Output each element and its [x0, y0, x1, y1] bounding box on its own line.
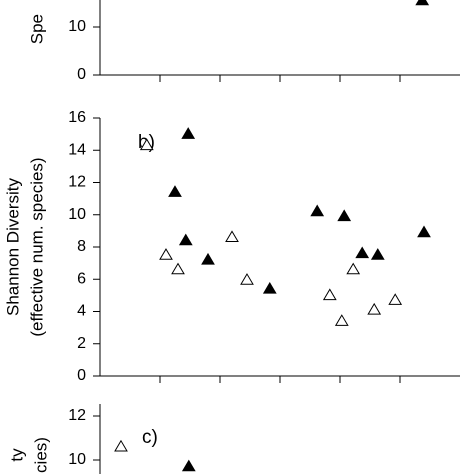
triangle-marker [355, 246, 370, 259]
triangle-marker [262, 281, 277, 294]
triangle-marker [159, 248, 173, 260]
y-tick-label: 10 [68, 451, 86, 468]
y-tick-label: 2 [77, 335, 86, 352]
triangle-marker [346, 262, 361, 275]
triangle-marker [367, 302, 382, 315]
y-tick-label: 10 [68, 18, 86, 35]
y-axis-label: (effective num. species) [27, 157, 46, 336]
y-tick-label: 12 [68, 407, 86, 424]
y-tick-label: 12 [68, 174, 86, 191]
y-tick-label: 14 [68, 141, 86, 158]
panel-label: c) [142, 427, 158, 448]
triangle-marker [181, 127, 196, 139]
triangle-marker [225, 230, 239, 243]
triangle-marker [181, 459, 196, 472]
triangle-marker [139, 138, 154, 151]
y-axis-label: Spe [27, 14, 46, 44]
triangle-marker [168, 185, 182, 197]
triangle-marker [370, 248, 385, 260]
triangle-marker [322, 288, 337, 301]
triangle-marker [334, 314, 349, 326]
y-tick-label: 16 [68, 109, 86, 126]
triangle-marker [337, 209, 352, 222]
triangle-marker [171, 262, 185, 275]
y-axis-label: Shannon Diversity [3, 178, 22, 316]
y-tick-label: 0 [77, 367, 86, 384]
triangle-marker [114, 439, 128, 452]
triangle-marker [388, 293, 403, 305]
triangle-marker [417, 225, 431, 238]
y-tick-label: 8 [77, 238, 86, 255]
triangle-marker [240, 273, 254, 285]
y-axis-label: cies) [31, 437, 50, 473]
y-axis-label: ty [7, 448, 26, 462]
y-tick-label: 0 [77, 66, 86, 83]
triangle-marker [201, 252, 215, 265]
triangle-marker [178, 233, 193, 246]
triangle-marker [310, 204, 325, 217]
triangle-marker [415, 0, 430, 6]
y-tick-label: 10 [68, 206, 86, 223]
y-tick-label: 4 [77, 303, 86, 320]
y-tick-label: 6 [77, 270, 86, 287]
